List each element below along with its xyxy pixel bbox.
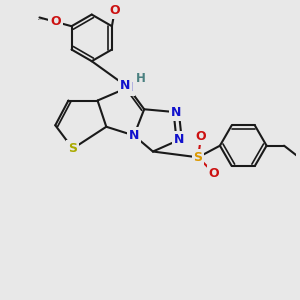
Text: H: H [135,72,145,85]
Text: N: N [171,106,181,119]
Text: S: S [68,142,77,155]
Text: O: O [196,130,206,143]
Text: O: O [209,167,219,180]
Text: N: N [123,81,133,94]
Text: O: O [110,4,120,17]
Text: O: O [50,15,61,28]
Text: S: S [194,151,202,164]
Text: N: N [174,134,184,146]
Text: N: N [120,79,130,92]
Text: N: N [129,129,139,142]
Text: methoxy: methoxy [38,19,44,20]
